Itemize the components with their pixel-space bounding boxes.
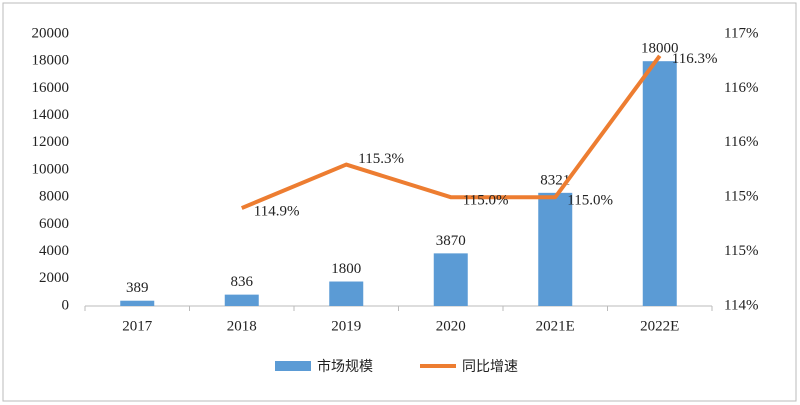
y-tick-label: 12000 [32, 134, 70, 150]
bar-value-label: 389 [126, 280, 149, 296]
bar-value-label: 18000 [641, 41, 679, 57]
y-tick-label: 4000 [39, 243, 69, 259]
x-tick-label: 2019 [331, 318, 361, 334]
x-tick-label: 2021E [536, 318, 575, 334]
line-value-label: 114.9% [254, 204, 300, 220]
bar-value-label: 3870 [436, 233, 466, 249]
y-tick-label: 6000 [39, 216, 69, 232]
bar-value-label: 836 [231, 274, 254, 290]
bar [329, 281, 364, 306]
y2-tick-label: 115% [724, 243, 758, 259]
y2-tick-label: 117% [724, 25, 758, 41]
x-tick-label: 2020 [436, 318, 466, 334]
y-tick-label: 8000 [39, 189, 69, 205]
bar [642, 61, 677, 307]
y-tick-label: 0 [62, 297, 70, 313]
legend-text: 同比增速 [462, 359, 518, 375]
x-tick-label: 2022E [640, 318, 679, 334]
bar [538, 192, 573, 306]
y-tick-label: 14000 [32, 107, 70, 123]
y-tick-label: 20000 [32, 25, 70, 41]
y2-tick-label: 116% [724, 80, 758, 96]
bar-value-label: 1800 [331, 261, 361, 277]
bar [224, 294, 259, 306]
y-tick-label: 2000 [39, 270, 69, 286]
line-value-label: 115.3% [358, 151, 404, 167]
line-value-label: 115.0% [567, 193, 613, 209]
legend-swatch [275, 361, 311, 371]
legend-text: 市场规模 [317, 358, 373, 375]
bar [120, 300, 155, 306]
y-tick-label: 16000 [32, 80, 70, 96]
x-tick-label: 2017 [122, 318, 153, 334]
line-value-label: 116.3% [672, 51, 718, 67]
line [240, 54, 662, 210]
y2-tick-label: 115% [724, 189, 758, 205]
y2-tick-label: 114% [724, 297, 758, 313]
y-tick-label: 10000 [32, 161, 70, 177]
bar [433, 253, 468, 306]
x-tick-label: 2018 [227, 318, 257, 334]
line-value-label: 115.0% [463, 193, 509, 209]
y-tick-label: 18000 [32, 53, 70, 69]
y2-tick-label: 116% [724, 134, 758, 150]
